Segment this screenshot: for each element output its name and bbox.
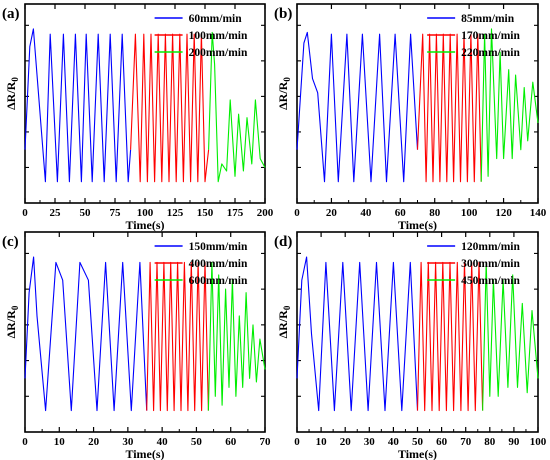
series-line-1	[296, 256, 419, 412]
x-tick-label: 70	[460, 436, 472, 448]
legend-label-1: 60mm/min	[189, 13, 243, 25]
legend-label-2: 400mm/min	[189, 258, 248, 270]
x-tick-label: 80	[429, 207, 441, 219]
x-tick-label: 125	[167, 207, 184, 219]
x-axis-title: Time(s)	[125, 218, 164, 232]
series-line-3	[480, 28, 539, 182]
legend-label-1: 85mm/min	[461, 13, 515, 25]
y-axis-title-sub: 0	[10, 77, 20, 82]
x-tick-label: 10	[54, 436, 66, 448]
series-line-1	[24, 256, 148, 412]
y-axis-title: ΔR/R0	[276, 77, 292, 110]
x-tick-label: 60	[225, 436, 237, 448]
series-line-2	[130, 33, 210, 183]
y-axis-title-main: ΔR/R	[4, 310, 18, 339]
x-tick-label: 0	[294, 436, 300, 448]
series-line-3	[482, 261, 539, 411]
x-tick-label: 40	[157, 436, 169, 448]
x-tick-label: 150	[197, 207, 214, 219]
panel-label: (c)	[2, 234, 19, 250]
legend-label-3: 200mm/min	[189, 47, 248, 59]
x-axis-title: Time(s)	[125, 447, 164, 460]
x-tick-label: 10	[316, 436, 328, 448]
x-axis-title: Time(s)	[398, 218, 437, 232]
legend-label-1: 150mm/min	[189, 241, 248, 253]
x-tick-label: 40	[388, 436, 400, 448]
legend-label-2: 100mm/min	[189, 30, 248, 42]
x-tick-label: 200	[257, 207, 274, 219]
series-line-3	[208, 31, 266, 183]
x-tick-label: 100	[461, 207, 478, 219]
y-axis-title: ΔR/R0	[4, 77, 20, 110]
x-tick-label: 50	[80, 207, 92, 219]
y-axis-title: ΔR/R0	[276, 305, 292, 338]
x-tick-label: 20	[340, 436, 352, 448]
series-line-2	[416, 33, 482, 183]
x-tick-label: 100	[530, 436, 547, 448]
legend-label-3: 600mm/min	[189, 275, 248, 287]
x-tick-label: 80	[484, 436, 496, 448]
y-axis-title-sub: 0	[10, 305, 20, 310]
x-tick-label: 30	[122, 436, 134, 448]
series-line-1	[24, 28, 132, 183]
x-tick-label: 20	[88, 436, 100, 448]
legend-label-3: 450mm/min	[461, 275, 520, 287]
x-tick-label: 60	[395, 207, 407, 219]
x-tick-label: 0	[22, 436, 28, 448]
x-tick-label: 60	[436, 436, 448, 448]
x-tick-label: 50	[412, 436, 424, 448]
legend-label-2: 300mm/min	[461, 258, 520, 270]
panel-label: (b)	[274, 6, 292, 22]
legend-label-1: 120mm/min	[461, 241, 520, 253]
y-axis-title-sub: 0	[282, 305, 292, 310]
x-tick-label: 70	[260, 436, 272, 448]
x-tick-label: 50	[191, 436, 203, 448]
x-tick-label: 90	[508, 436, 520, 448]
series-line-3	[207, 261, 266, 411]
x-tick-label: 175	[227, 207, 244, 219]
y-axis-title-sub: 0	[282, 77, 292, 82]
x-tick-label: 20	[326, 207, 338, 219]
x-tick-label: 120	[495, 207, 512, 219]
series-line-1	[296, 31, 419, 183]
x-tick-label: 40	[360, 207, 372, 219]
y-axis-title: ΔR/R0	[4, 305, 20, 338]
panel-label: (a)	[2, 6, 20, 22]
panel-label: (d)	[274, 234, 292, 250]
x-tick-label: 75	[110, 207, 122, 219]
y-axis-title-main: ΔR/R	[4, 81, 18, 110]
x-axis-title: Time(s)	[398, 447, 437, 460]
x-tick-label: 25	[50, 207, 62, 219]
x-tick-label: 140	[530, 207, 547, 219]
x-tick-label: 0	[294, 207, 300, 219]
y-axis-title-main: ΔR/R	[276, 81, 290, 110]
x-tick-label: 30	[364, 436, 376, 448]
legend-label-3: 220mm/min	[461, 47, 520, 59]
x-tick-label: 100	[137, 207, 154, 219]
x-tick-label: 0	[22, 207, 28, 219]
legend-label-2: 170mm/min	[461, 30, 520, 42]
y-axis-title-main: ΔR/R	[276, 310, 290, 339]
